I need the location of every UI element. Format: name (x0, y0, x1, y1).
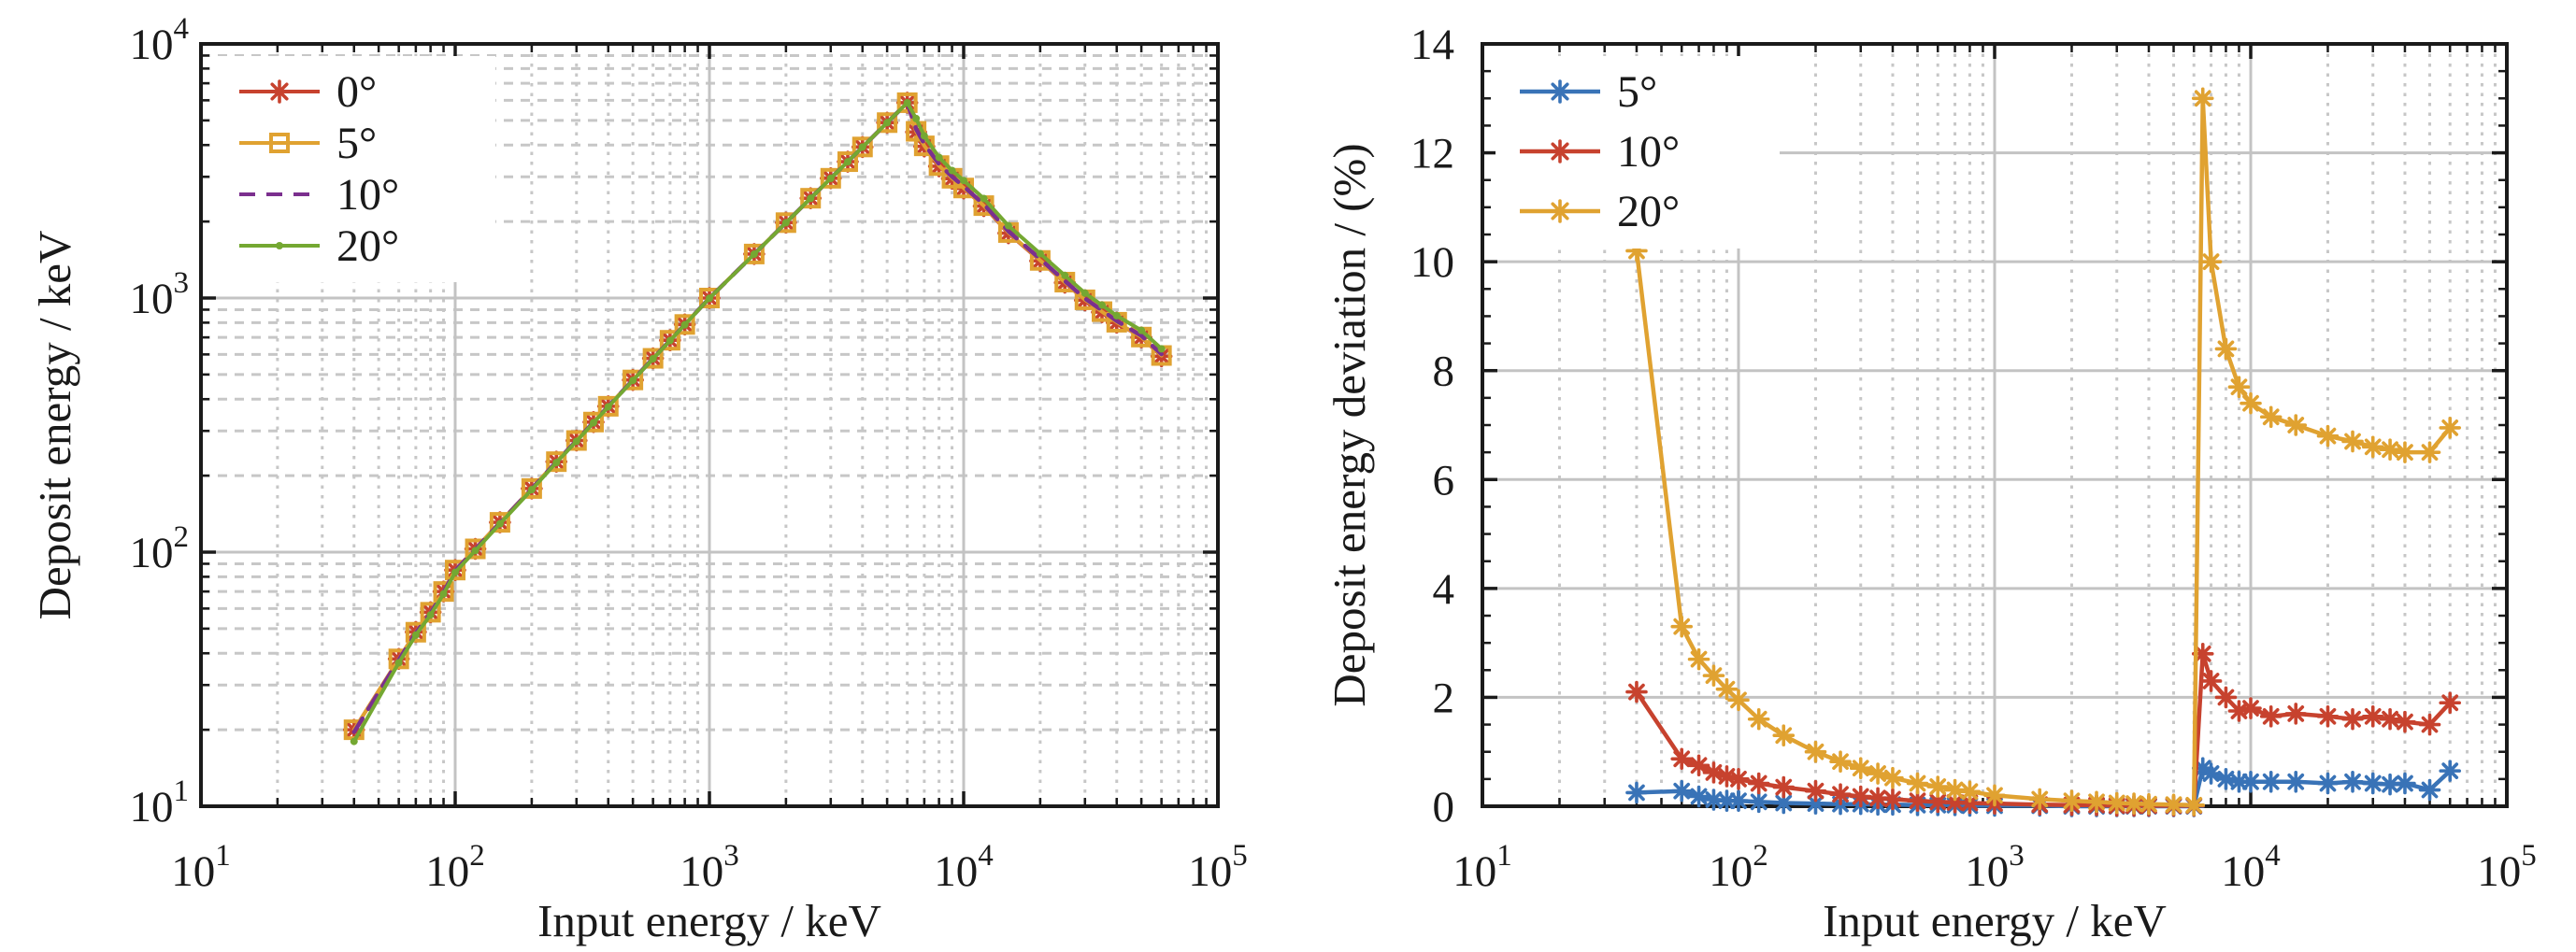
deviation-chart-x-tick-label: 104 (2221, 839, 2281, 896)
left-chart-xlabel: Input energy / keV (537, 895, 881, 946)
deposit-energy-chart-legend-label: 5° (336, 119, 377, 168)
deposit-energy-chart-y-tick-label: 102 (130, 520, 190, 577)
deviation-chart-y-tick-label: 0 (1433, 783, 1455, 831)
deposit-energy-chart-y-tick-label: 103 (130, 266, 190, 323)
deviation-chart-series-10°-line (1634, 651, 2453, 808)
deviation-chart-x-tick-label: 105 (2477, 839, 2537, 896)
deviation-chart: 101 102 103 104 105 0 2 4 6 8 10 12 14 5° 10° 20° (1410, 21, 2537, 896)
deposit-energy-chart-legend-label: 20° (336, 221, 399, 271)
deviation-chart-legend-label: 20° (1617, 187, 1680, 236)
deviation-chart-y-tick-label: 12 (1410, 130, 1454, 178)
deviation-chart-series-20°-markers (1625, 87, 2462, 817)
deviation-chart-legend: 5° 10° 20° (1496, 56, 1780, 249)
deposit-energy-chart-ticks (199, 42, 1220, 808)
deviation-chart-y-tick-label: 2 (1433, 674, 1455, 722)
deviation-chart-ticks (1481, 42, 2509, 808)
deposit-energy-chart-x-tick-label: 105 (1188, 839, 1248, 896)
deposit-energy-chart-x-tick-label: 101 (171, 839, 231, 896)
deposit-energy-chart-legend-entry-5°: 5° (239, 119, 377, 168)
deposit-energy-chart-series-20°-markers (350, 98, 1166, 746)
deviation-chart-x-tick-label: 102 (1709, 839, 1768, 896)
deposit-energy-chart-legend: 0°5°10°20° (215, 56, 495, 282)
deposit-energy-chart-legend-entry-0°: 0° (239, 67, 377, 117)
deposit-energy-chart-y-tick-label: 104 (130, 12, 190, 69)
right-chart-ylabel: Deposit energy deviation / (%) (1324, 143, 1375, 706)
deviation-chart-legend-entry-10°: 10° (1520, 127, 1680, 177)
deviation-chart-y-tick-label: 6 (1433, 456, 1455, 504)
deviation-chart-y-tick-label: 14 (1410, 21, 1454, 69)
deposit-energy-chart-legend-label: 0° (336, 67, 377, 117)
deviation-chart-y-tick-label: 4 (1433, 565, 1455, 614)
deposit-energy-chart-legend-entry-20°: 20° (239, 221, 399, 271)
deposit-energy-chart-legend-label: 10° (336, 170, 399, 220)
left-chart-ylabel: Deposit energy / keV (29, 231, 80, 620)
deviation-chart-y-tick-label: 10 (1410, 238, 1454, 287)
deposit-energy-chart-x-tick-label: 102 (425, 839, 485, 896)
deposit-energy-chart-series-20°-line (351, 101, 1164, 744)
deviation-chart-series-20°-line (1634, 96, 2453, 808)
deposit-energy-chart: 101 102 103 104 105 101 102 103 104 0°5°10°20° (130, 12, 1248, 896)
deposit-energy-chart-y-tick-label: 101 (130, 774, 190, 831)
deviation-chart-legend-label: 5° (1617, 67, 1657, 117)
deviation-chart-legend-label: 10° (1617, 127, 1680, 177)
deviation-chart-x-tick-label: 101 (1453, 839, 1512, 896)
deposit-energy-chart-x-tick-label: 103 (680, 839, 739, 896)
deposit-energy-chart-x-tick-label: 104 (934, 839, 994, 896)
deviation-chart-y-tick-label: 8 (1433, 348, 1455, 396)
deviation-chart-tick-labels: 101 102 103 104 105 0 2 4 6 8 10 12 14 (1410, 21, 2537, 896)
deviation-chart-legend-entry-5°: 5° (1520, 67, 1657, 117)
deposit-energy-chart-legend-entry-10°: 10° (239, 170, 399, 220)
right-chart-xlabel: Input energy / keV (1823, 895, 2167, 946)
deviation-chart-x-tick-label: 103 (1965, 839, 2025, 896)
deviation-chart-legend-entry-20°: 20° (1520, 187, 1680, 236)
